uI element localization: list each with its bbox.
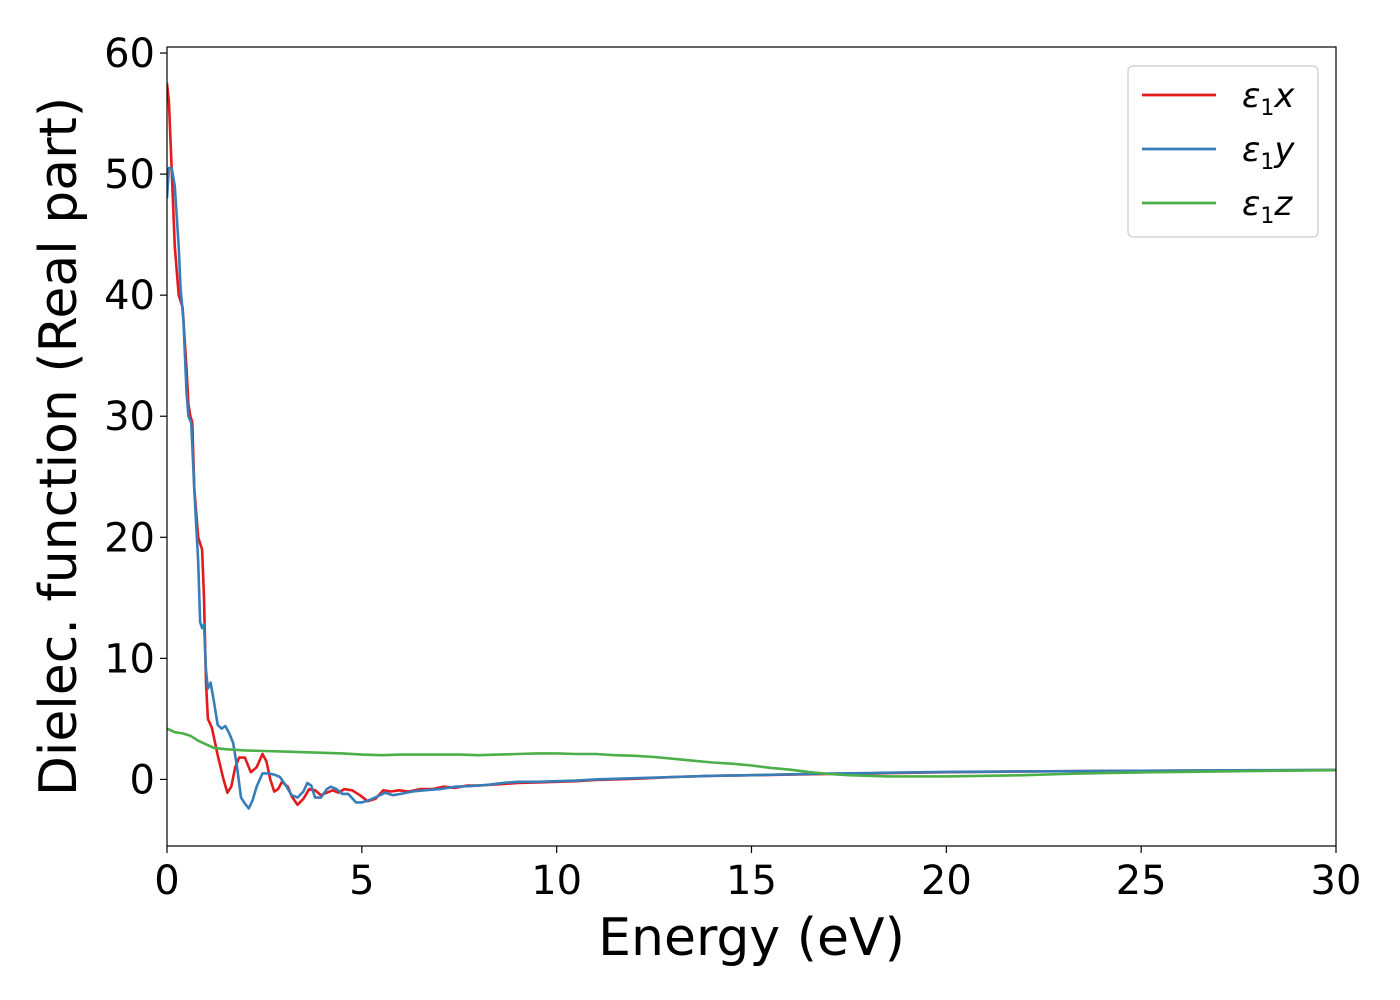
x-tick-label: 15	[726, 858, 777, 904]
y-tick-label: 30	[104, 394, 155, 440]
series-line-y	[167, 166, 1336, 810]
y-axis-label: Dielec. function (Real part)	[29, 97, 89, 796]
y-tick-label: 0	[130, 757, 155, 803]
y-tick-label: 60	[104, 31, 155, 77]
legend-box	[1127, 65, 1319, 238]
legend-symbol: ε	[1242, 184, 1260, 224]
ticks-layer: 0 5 10 15 20 25 30 0 10 20 30 40 50 60	[104, 31, 1361, 904]
legend-subscript: 1	[1260, 150, 1274, 175]
legend-symbol: ε	[1242, 76, 1260, 116]
y-tick-label: 20	[104, 515, 155, 561]
x-tick-label: 20	[921, 858, 972, 904]
legend-label-z: ε1z	[1242, 184, 1293, 229]
series-line-z	[167, 727, 1336, 778]
y-tick-label: 50	[104, 152, 155, 198]
x-tick-label: 0	[154, 858, 179, 904]
x-axis-label: Energy (eV)	[598, 908, 905, 968]
legend-label-y: ε1y	[1242, 130, 1295, 175]
legend-subscript: 1	[1260, 204, 1274, 229]
x-tick-label: 5	[349, 858, 374, 904]
legend-variable: y	[1273, 130, 1295, 170]
legend-variable: x	[1273, 76, 1295, 116]
legend-subscript: 1	[1260, 96, 1274, 121]
series-layer	[167, 83, 1336, 810]
x-tick-label: 30	[1311, 858, 1362, 904]
y-tick-label: 10	[104, 636, 155, 682]
legend-label-x: ε1x	[1242, 76, 1295, 121]
x-tick-label: 25	[1116, 858, 1167, 904]
y-tick-label: 40	[104, 273, 155, 319]
legend-variable: z	[1273, 184, 1293, 224]
legend-symbol: ε	[1242, 130, 1260, 170]
x-tick-label: 10	[531, 858, 582, 904]
